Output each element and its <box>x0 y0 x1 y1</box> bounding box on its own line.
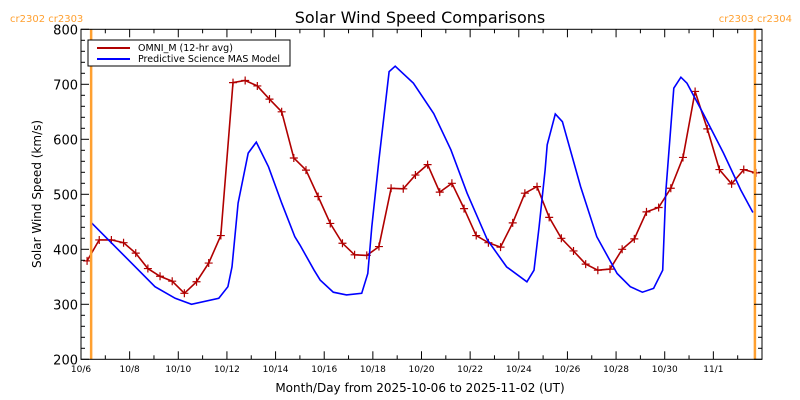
y-tick-label: 800 <box>53 23 78 38</box>
omni-data-point <box>350 250 359 259</box>
omni-data-point <box>156 272 165 281</box>
plot-frame <box>80 28 763 360</box>
omni-data-point <box>265 95 274 104</box>
omni-data-point <box>143 264 152 273</box>
omni-data-point <box>618 245 627 254</box>
omni-data-point <box>581 260 590 269</box>
omni-data-point <box>605 265 614 274</box>
y-tick-label: 600 <box>53 133 78 148</box>
omni-data-point <box>691 87 700 96</box>
x-tick-label: 10/12 <box>214 365 240 375</box>
omni-data-point <box>642 207 651 216</box>
omni-data-point <box>314 192 323 201</box>
omni-data-point <box>447 179 456 188</box>
y-tick-label: 500 <box>53 188 78 203</box>
omni-data-point <box>703 124 712 133</box>
legend-box <box>87 39 291 67</box>
omni-data-point <box>545 213 554 222</box>
omni-data-point <box>338 239 347 248</box>
x-tick-label: 10/10 <box>165 365 191 375</box>
x-tick-label: 10/14 <box>263 365 289 375</box>
omni-data-point <box>289 154 298 162</box>
omni-data-point <box>253 81 262 90</box>
omni-data-point <box>435 188 444 197</box>
omni-data-point <box>95 235 104 244</box>
legend: OMNI_M (12-hr avg) Predictive Science MA… <box>87 39 291 67</box>
x-tick-label: 10/28 <box>603 365 629 375</box>
omni-data-point <box>204 259 213 268</box>
omni-data-point <box>326 219 335 228</box>
omni-data-point <box>508 218 517 227</box>
omni-data-point <box>423 160 432 169</box>
omni-data-point <box>119 238 128 247</box>
omni-data-point <box>472 231 481 240</box>
x-tick-label: 11/1 <box>703 365 723 375</box>
omni-series-line <box>86 79 757 295</box>
annotation-label-left: cr2302 cr2303 <box>10 14 83 25</box>
y-tick-label: 300 <box>53 298 78 313</box>
annotation-label-right: cr2303 cr2304 <box>719 14 792 25</box>
chart-title: Solar Wind Speed Comparisons <box>295 8 546 27</box>
omni-data-point <box>520 189 529 198</box>
omni-data-point <box>630 234 639 243</box>
x-tick-label: 10/20 <box>409 365 435 375</box>
omni-data-point <box>180 289 189 298</box>
omni-data-point <box>131 249 140 258</box>
omni-data-point <box>241 76 250 85</box>
omni-data-point <box>727 179 736 188</box>
legend-label-model: Predictive Science MAS Model <box>138 54 280 65</box>
x-tick-label: 10/6 <box>71 365 91 375</box>
x-tick-label: 10/26 <box>554 365 580 375</box>
omni-data-point <box>496 243 505 252</box>
omni-data-point <box>666 184 675 193</box>
omni-data-point <box>678 153 687 162</box>
x-tick-label: 10/22 <box>457 365 483 375</box>
omni-data-point <box>83 256 92 265</box>
omni-data-point <box>739 165 748 174</box>
omni-data-point <box>277 107 286 116</box>
legend-label-omni: OMNI_M (12-hr avg) <box>138 43 233 54</box>
omni-data-point <box>192 277 201 286</box>
y-axis-label: Solar Wind Speed (km/s) <box>30 120 44 268</box>
omni-data-point <box>229 78 238 87</box>
omni-data-point <box>374 242 383 251</box>
omni-data-point <box>533 182 542 191</box>
x-axis-label: Month/Day from 2025-10-06 to 2025-11-02 … <box>275 381 564 395</box>
x-tick-label: 10/24 <box>506 365 532 375</box>
omni-data-point <box>216 231 225 240</box>
x-tick-label: 10/16 <box>311 365 337 375</box>
omni-data-point <box>569 246 578 255</box>
y-tick-label: 200 <box>53 353 78 368</box>
omni-data-point <box>460 204 469 213</box>
omni-data-point <box>411 171 420 180</box>
omni-data-point <box>715 165 724 174</box>
model-series-line <box>90 65 754 306</box>
omni-data-point <box>593 266 602 275</box>
omni-data-point <box>557 234 566 243</box>
omni-data-point <box>654 203 663 212</box>
omni-data-point <box>387 184 396 193</box>
omni-data-point <box>301 166 310 175</box>
y-tick-label: 400 <box>53 243 78 258</box>
x-tick-label: 10/8 <box>120 365 140 375</box>
x-tick-label: 10/30 <box>652 365 678 375</box>
omni-data-point <box>168 277 177 286</box>
x-tick-label: 10/18 <box>360 365 386 375</box>
omni-data-point <box>399 184 408 193</box>
y-tick-label: 700 <box>53 78 78 93</box>
